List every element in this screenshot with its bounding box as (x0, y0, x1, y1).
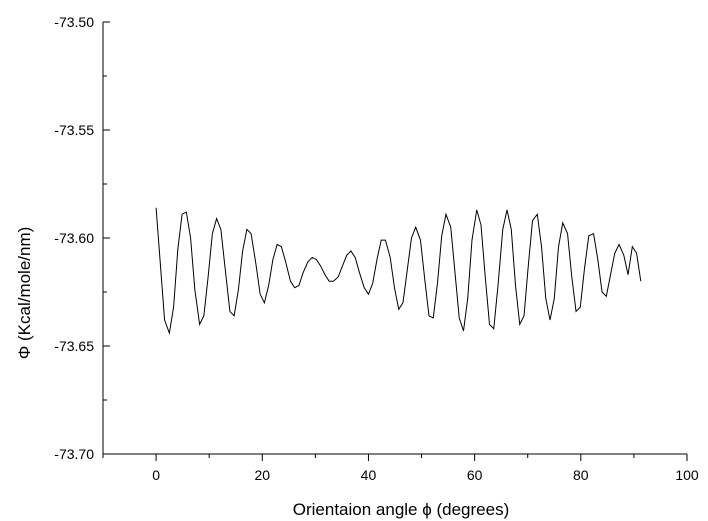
x-tick-label: 60 (467, 467, 483, 483)
x-tick-label: 80 (573, 467, 589, 483)
x-tick-label: 20 (254, 467, 270, 483)
y-tick-label: -73.50 (54, 14, 94, 30)
series-line-0 (155, 207, 642, 335)
x-tick-label: 0 (152, 467, 160, 483)
y-axis: -73.70 -73.65 -73.60 -73.55 -73.50 (54, 14, 110, 462)
y-tick-label: -73.70 (54, 446, 94, 462)
y-axis-label: Φ (Kcal/mole/nm) (15, 227, 34, 360)
x-tick-label: 100 (675, 467, 699, 483)
x-axis: 0 20 40 60 80 100 (102, 453, 699, 483)
y-tick-label: -73.60 (54, 230, 94, 246)
y-tick-label: -73.55 (54, 122, 94, 138)
y-tick-label: -73.65 (54, 338, 94, 354)
x-axis-label: Orientaion angle ϕ (degrees) (293, 500, 509, 519)
series-layer (155, 207, 642, 335)
x-tick-label: 40 (361, 467, 377, 483)
